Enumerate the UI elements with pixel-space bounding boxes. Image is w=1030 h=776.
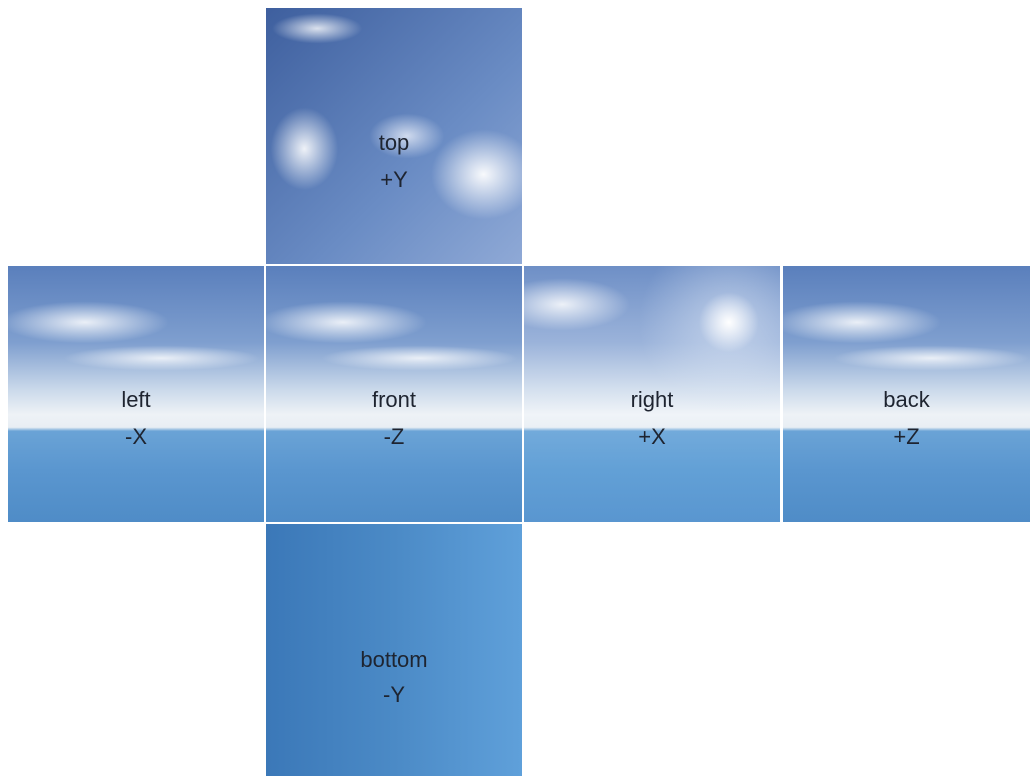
face-left: left -X <box>8 266 264 522</box>
face-back: back +Z <box>783 266 1030 522</box>
face-right: right +X <box>524 266 780 522</box>
face-axis: +Y <box>266 162 522 198</box>
face-top: top +Y <box>266 8 522 264</box>
cubemap-diagram: top +Y left -X front -Z right +X back +Z… <box>0 0 1030 776</box>
face-front: front -Z <box>266 266 522 522</box>
face-name: right <box>524 382 780 418</box>
face-name: left <box>8 382 264 418</box>
face-name: back <box>783 382 1030 418</box>
face-axis: +X <box>524 419 780 455</box>
face-axis: -Z <box>266 419 522 455</box>
face-axis: -X <box>8 419 264 455</box>
face-name: front <box>266 382 522 418</box>
face-name: bottom <box>266 642 522 678</box>
face-name: top <box>266 125 522 161</box>
face-bottom: bottom -Y <box>266 524 522 776</box>
face-axis: -Y <box>266 677 522 713</box>
face-axis: +Z <box>783 419 1030 455</box>
